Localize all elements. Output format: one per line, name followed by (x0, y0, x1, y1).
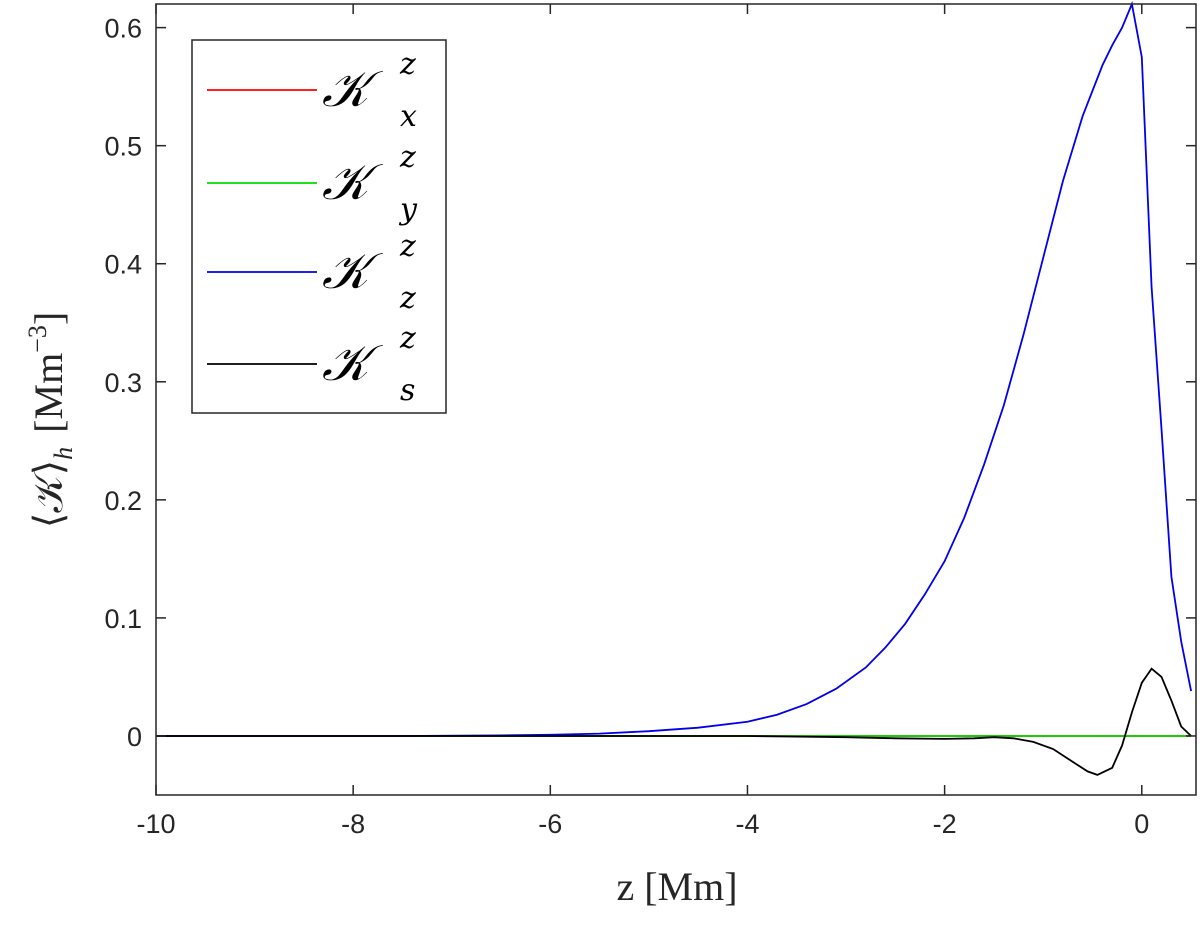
legend-superscript-ks: z (399, 321, 416, 356)
legend-superscript-kz: z (399, 229, 416, 264)
y-tick-label: 0.3 (104, 368, 142, 398)
y-axis-label-unit-close: ] (26, 312, 71, 325)
y-tick-label: 0.1 (104, 604, 142, 634)
x-tick-label: -10 (136, 809, 175, 839)
legend-superscript-kx: z (399, 47, 416, 82)
y-tick-label: 0 (127, 722, 142, 752)
legend-superscript-ky: z (399, 140, 416, 175)
y-axis-label-unit: [Mm (26, 353, 71, 433)
legend-subscript-ks: s (400, 373, 415, 408)
y-axis-label-main: ⟨𝒦⟩ (26, 460, 71, 528)
y-axis-ticks: 0 0.1 0.2 0.3 0.4 0.5 0.6 (104, 14, 1196, 752)
x-axis-ticks: -10 -8 -6 -4 -2 0 (136, 4, 1149, 839)
legend: 𝒦 z x 𝒦 z y 𝒦 z z 𝒦 z s (191, 39, 447, 414)
x-tick-label: 0 (1134, 809, 1149, 839)
legend-subscript-ky: y (398, 192, 418, 227)
y-axis-label-subscript: h (49, 447, 78, 460)
legend-subscript-kx: x (400, 99, 417, 134)
y-tick-label: 0.5 (104, 132, 142, 162)
x-axis-label: z [Mm] (616, 864, 737, 909)
y-tick-label: 0.2 (104, 486, 142, 516)
legend-box (191, 39, 447, 414)
legend-subscript-kz: z (399, 281, 416, 316)
x-tick-label: -6 (538, 809, 562, 839)
y-tick-label: 0.4 (104, 250, 142, 280)
series-line-kz (156, 0, 1192, 737)
x-tick-label: -4 (735, 809, 759, 839)
y-axis-label-unit-exponent: −3 (23, 325, 52, 353)
x-tick-label: -8 (341, 809, 365, 839)
svg-text:⟨𝒦⟩h[Mm−3]: ⟨𝒦⟩h [Mm−3] (23, 312, 78, 528)
plot-frame (155, 3, 1197, 796)
y-axis-label: ⟨𝒦⟩h [Mm−3] (23, 312, 78, 528)
x-tick-label: -2 (933, 809, 957, 839)
plot-lines (156, 0, 1192, 776)
y-tick-label: 0.6 (104, 14, 142, 44)
series-line-ks (156, 667, 1192, 776)
